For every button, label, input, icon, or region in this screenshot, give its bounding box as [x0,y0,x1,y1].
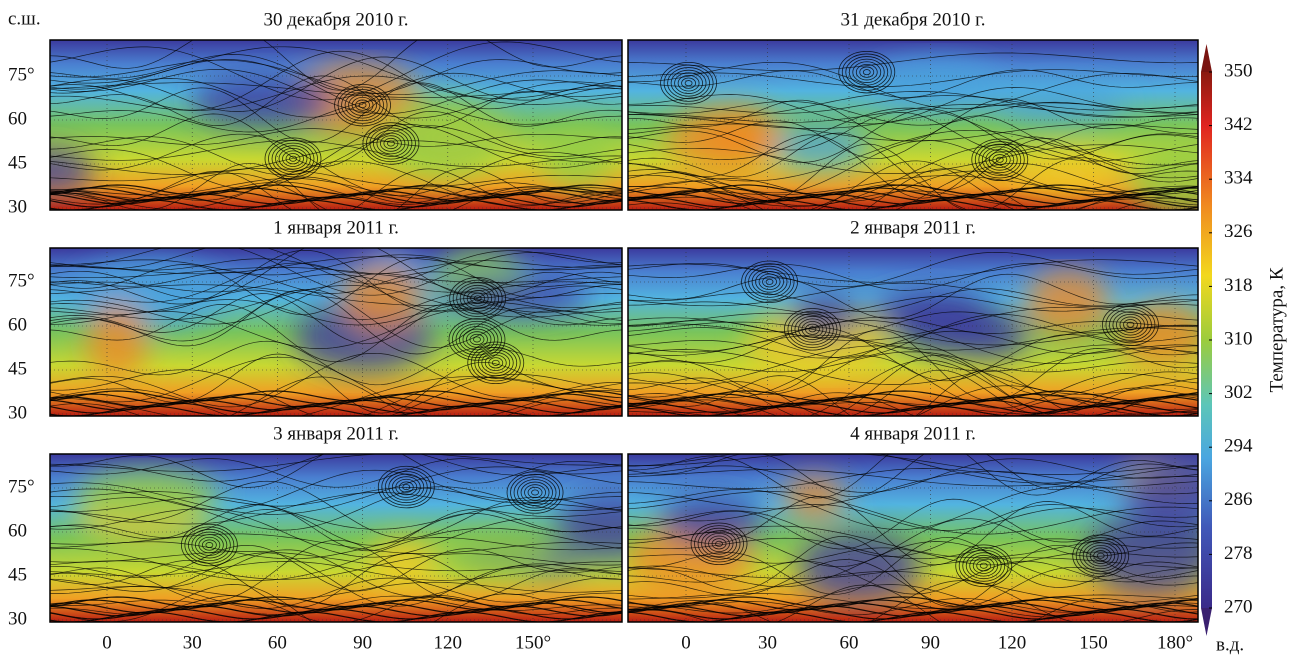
lat-tick-label: 60 [8,108,27,129]
lon-tick-label: 120 [434,632,463,653]
lat-tick-label: 45 [8,358,27,379]
panel-title: 1 января 2011 г. [273,217,399,238]
map-panel [45,239,627,431]
panel-title: 2 января 2011 г. [850,217,976,238]
map-panel [45,442,687,647]
colorbar-tick-label: 278 [1224,543,1253,564]
anomaly [541,126,613,188]
lon-tick-label: 60 [268,632,287,653]
anomaly [429,532,552,576]
lon-tick-label: 0 [681,632,691,653]
panel-title: 4 января 2011 г. [850,423,976,444]
anomaly [768,124,870,170]
lon-tick-label: 60 [840,632,859,653]
colorbar-tick-label: 342 [1224,114,1253,135]
lon-tick-label: 30 [183,632,202,653]
colorbar-extend-max [1201,44,1212,72]
panel-title: 3 января 2011 г. [273,423,399,444]
lat-axis-label: с.ш. [8,8,41,29]
panel-title: 31 декабря 2010 г. [840,9,985,30]
lon-tick-label: 0 [102,632,112,653]
lon-tick-label: 30 [758,632,777,653]
colorbar-tick-label: 326 [1224,221,1253,242]
colorbar-label: Температура, К [1266,267,1287,392]
lat-tick-label: 30 [8,196,27,217]
anomaly [76,469,220,522]
lat-tick-label: 30 [8,402,27,423]
colorbar-tick-label: 302 [1224,382,1253,403]
lat-tick-label: 75° [8,270,35,291]
lon-axis-label: в.д. [1216,634,1244,655]
map-panel [623,248,1209,435]
lon-tick-label: 90 [921,632,940,653]
lat-tick-label: 60 [8,520,27,541]
colorbar-tick-label: 294 [1224,436,1253,457]
colorbar-tick-label: 310 [1224,328,1253,349]
lat-tick-label: 30 [8,608,27,629]
map-panel [6,27,627,228]
lon-tick-label: 90 [353,632,372,653]
lon-tick-label: 150 [1079,632,1108,653]
map-panel [623,437,1237,638]
lat-tick-label: 75° [8,64,35,85]
lat-tick-label: 60 [8,314,27,335]
lat-tick-label: 45 [8,564,27,585]
lon-tick-label: 120 [998,632,1027,653]
colorbar-tick-label: 286 [1224,489,1253,510]
colorbar-tick-label: 350 [1224,60,1253,81]
colorbar-tick-label: 318 [1224,275,1253,296]
figure: с.ш. в.д. Температура, К 30 декабря 2010… [0,0,1291,657]
map-panel [623,40,1251,228]
colorbar-tick-label: 270 [1224,596,1253,617]
lon-tick-label: 180° [1157,632,1193,653]
colorbar-tick-label: 334 [1224,168,1253,189]
panel-title: 30 декабря 2010 г. [263,9,408,30]
lat-tick-label: 75° [8,476,35,497]
lat-tick-label: 45 [8,152,27,173]
lon-tick-label: 150° [515,632,551,653]
colorbar-extend-min [1201,608,1212,636]
